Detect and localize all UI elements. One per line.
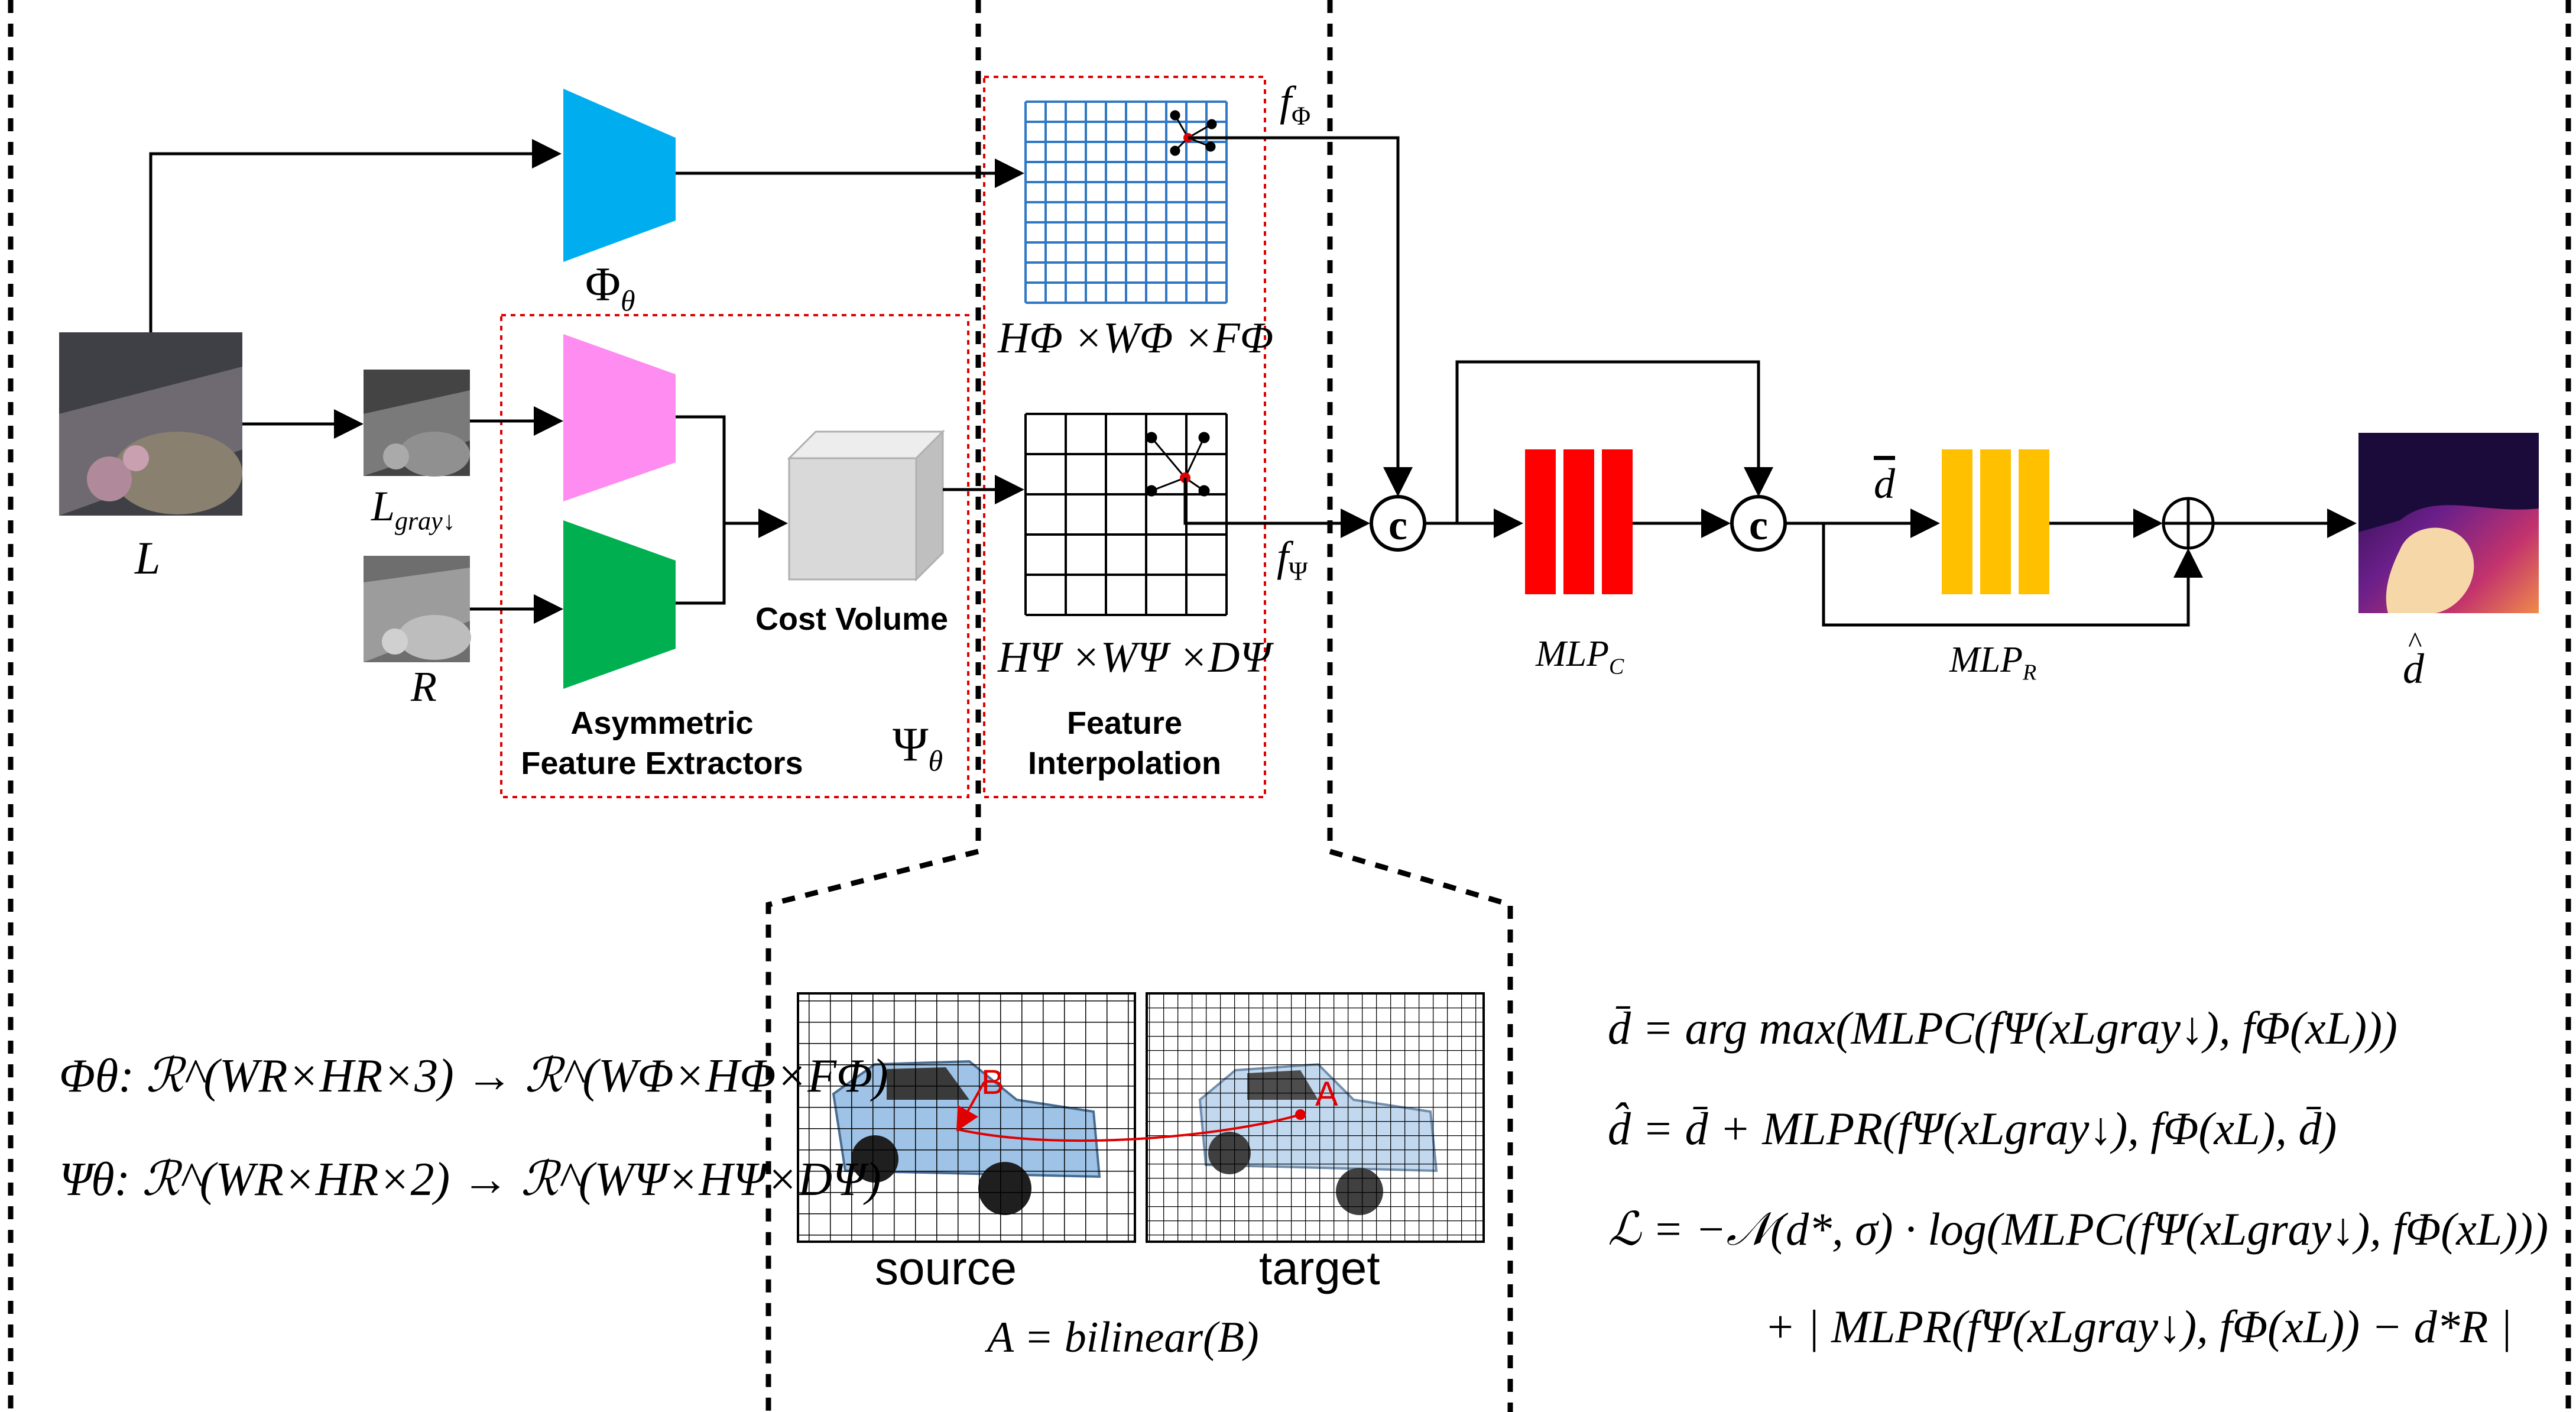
psi-extractor-box xyxy=(500,314,969,798)
svg-text:c: c xyxy=(1388,501,1407,549)
mlp-r-label: MLPR xyxy=(1949,640,2037,685)
correspondence-arrows xyxy=(956,1081,1306,1142)
input-right-label: R xyxy=(411,663,437,710)
loss-equation: ℒ = −𝒩(d*, σ) · log(MLPC(fΨ(xLgray↓), fΦ… xyxy=(1608,1203,2549,1255)
mlp-c-label: MLPC xyxy=(1536,634,1624,679)
loss-equation-continued: + | MLPR(fΨ(xLgray↓), fΦ(xL)) − d*R | xyxy=(1764,1301,2513,1352)
right-image xyxy=(364,556,471,662)
psi-encoder-right xyxy=(563,520,676,689)
grid-psi-dims: HΨ ×WΨ ×DΨ xyxy=(998,633,1271,682)
phi-net-label: Φθ xyxy=(585,257,635,318)
psi-sample-star xyxy=(1146,432,1210,497)
left-image xyxy=(59,332,242,516)
section-dividers xyxy=(8,0,2571,1412)
d-bar-label: d xyxy=(1874,460,1895,507)
bilinear-equation: A = bilinear(B) xyxy=(987,1313,1259,1362)
grid-phi-dims: HΦ ×WΦ ×FΦ xyxy=(998,314,1274,362)
input-left-gray-label: Lgray↓ xyxy=(371,482,456,536)
concat-circle-icon: c xyxy=(1370,495,1426,552)
grid-phi xyxy=(1024,101,1228,304)
phi-mapping-equation: Φθ: ℛ^(WR×HR×3) → ℛ^(WΦ×HΦ×FΦ) xyxy=(59,1050,888,1102)
point-a-label: A xyxy=(1315,1075,1338,1113)
psi-encoder-left xyxy=(563,334,676,501)
psi-net-label: Ψθ xyxy=(893,717,943,778)
left-gray-image xyxy=(364,370,470,477)
feature-extractors-label: Asymmetric Feature Extractors xyxy=(521,705,803,781)
cost-volume-cube xyxy=(787,429,945,582)
target-grid xyxy=(1146,992,1485,1243)
grid-psi xyxy=(1024,413,1228,616)
phi-encoder xyxy=(563,89,676,262)
phi-sample-star xyxy=(1170,110,1217,156)
output-depth-map xyxy=(2358,433,2539,613)
plus-circle-icon xyxy=(2162,497,2215,550)
connections xyxy=(149,136,2357,627)
mlp-c-block xyxy=(1525,449,1633,594)
concat-circle-icon: c xyxy=(1730,495,1787,552)
svg-text:c: c xyxy=(1749,501,1768,549)
dhat-equation: d̂ = d̄ + MLPR(fΨ(xLgray↓), fΦ(xL), d̄) xyxy=(1608,1103,2337,1154)
feature-interpolation-label: Feature Interpolation xyxy=(1028,705,1221,781)
mlp-r-block xyxy=(1942,449,2049,594)
point-b-label: B xyxy=(981,1063,1004,1102)
psi-mapping-equation: Ψθ: ℛ^(WR×HR×2) → ℛ^(WΨ×HΨ×DΨ) xyxy=(59,1154,881,1206)
input-left-label: L xyxy=(135,532,161,584)
target-label: target xyxy=(1259,1242,1380,1294)
cost-volume-label: Cost Volume xyxy=(755,601,949,637)
f-phi-label: fΦ xyxy=(1280,77,1311,131)
d-hat-label: d ^ xyxy=(2403,626,2424,692)
f-psi-label: fΨ xyxy=(1277,533,1308,586)
source-label: source xyxy=(875,1242,1017,1294)
dbar-equation: d̄ = arg max(MLPC(fΨ(xLgray↓), fΦ(xL))) xyxy=(1608,1002,2397,1054)
